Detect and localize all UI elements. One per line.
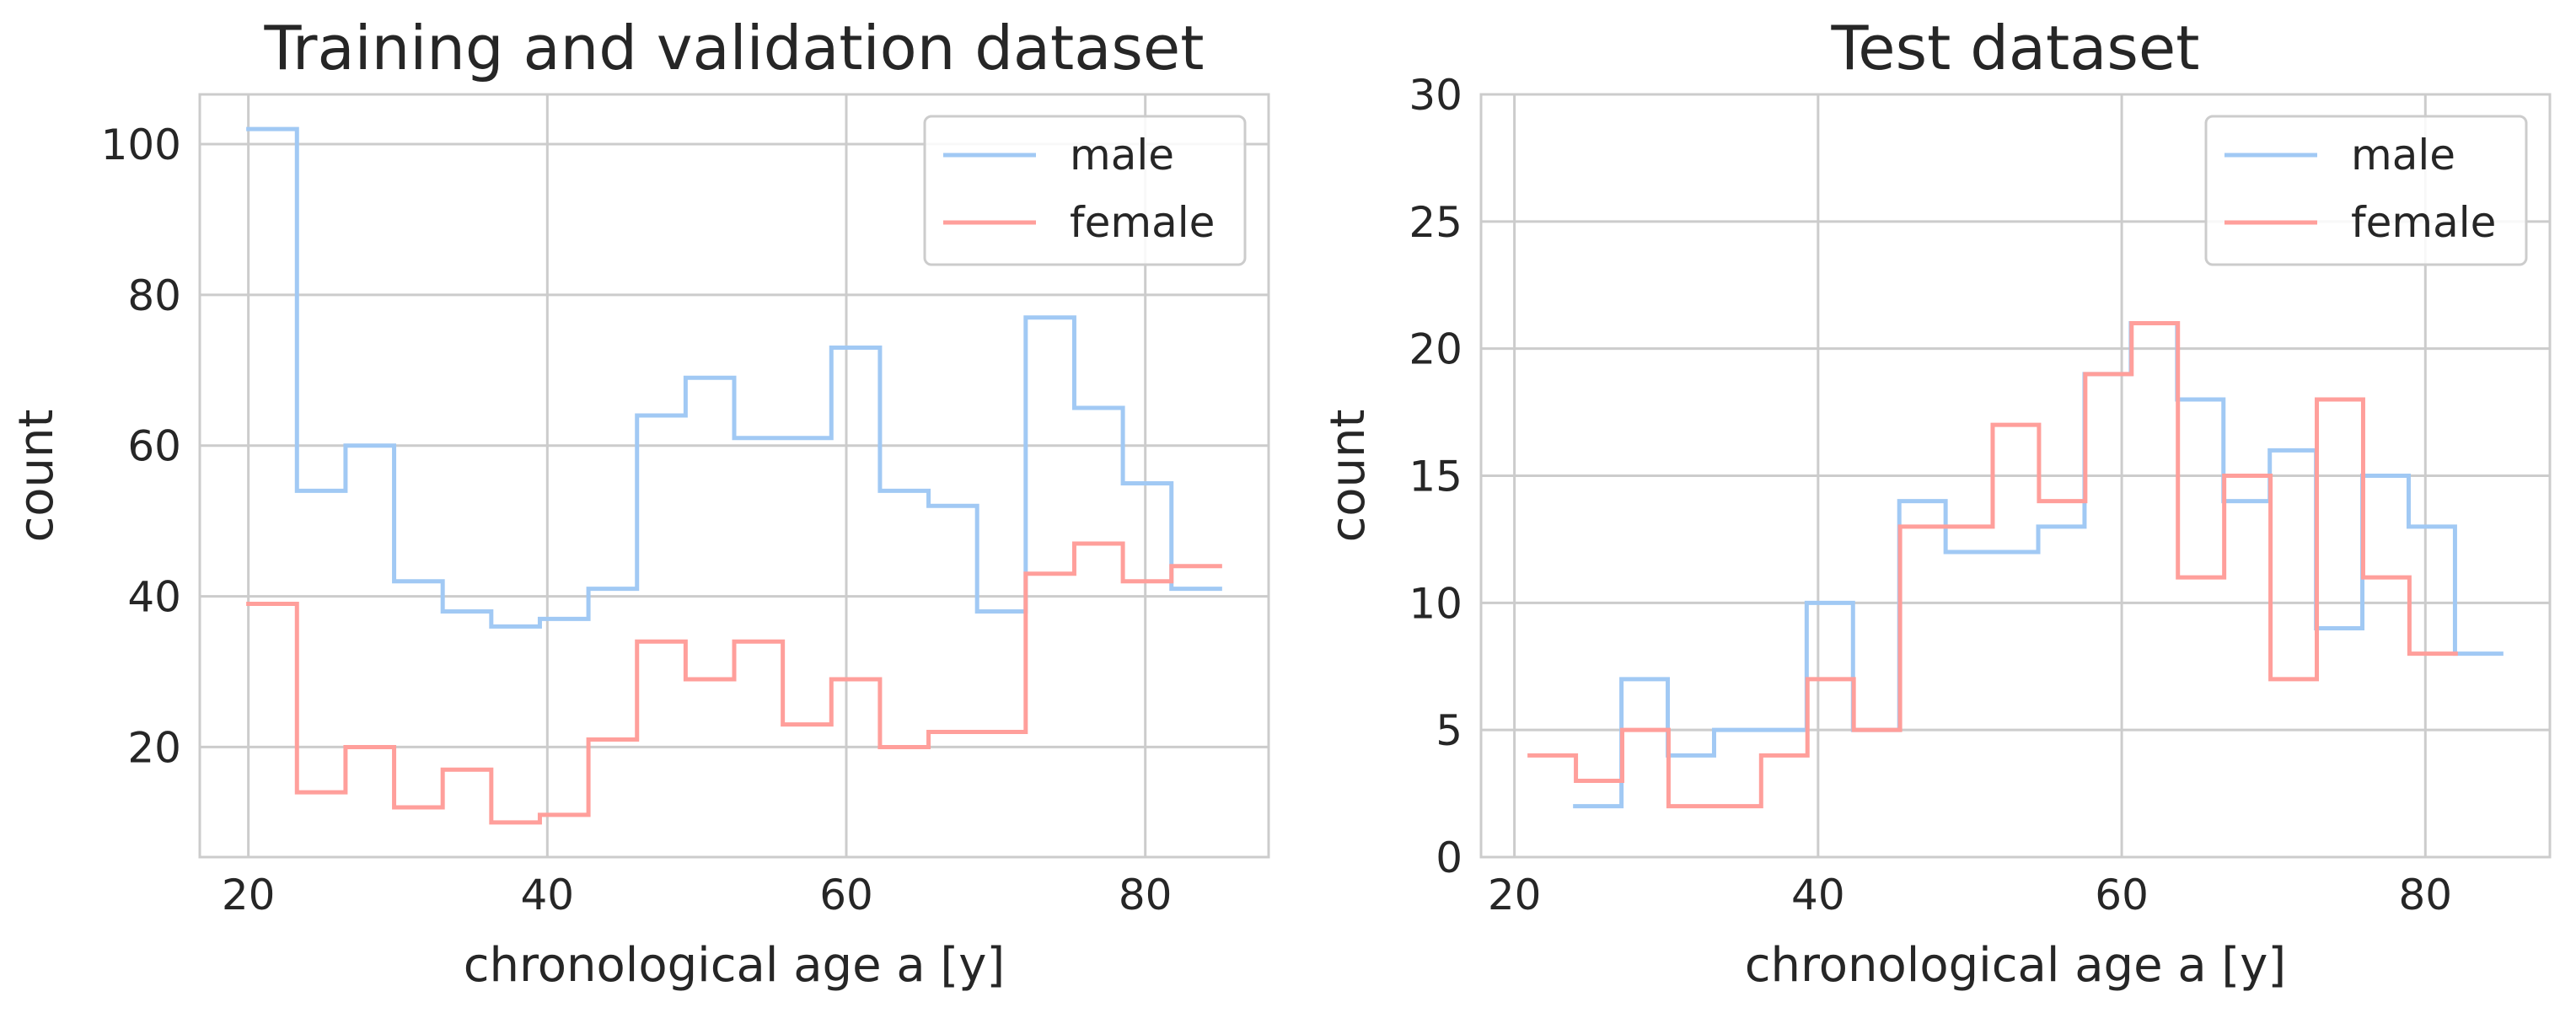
series-line-female [1527,321,2458,809]
series-line-male [246,126,1222,629]
y-tick-label-3: 15 [1409,453,1462,501]
chart-training-validation: 20 40 60 80 20 40 60 80 100 Training and validati… [9,13,1270,993]
y-tick-label-1: 5 [1436,706,1462,755]
legend: male female [923,115,1247,266]
chart-title: Test dataset [1831,13,2200,83]
x-tick-label-0: 20 [1488,871,1542,919]
y-tick-label-2: 10 [1409,579,1462,628]
x-axis-label: chronological age a [y] [464,938,1006,993]
series-line-female [246,541,1222,825]
legend-label-male: male [1070,131,1174,180]
x-tick-label-3: 80 [1119,871,1173,919]
chart-title: Training and validation dataset [264,13,1205,83]
legend-label-male: male [2351,131,2455,180]
y-tick-label-3: 80 [127,271,181,320]
x-tick-label-3: 80 [2398,871,2452,919]
chart-test: 20 40 60 80 0 5 10 15 20 25 30 Test dataset chronolo… [1321,13,2552,993]
plot-frame [1479,93,2552,859]
legend-label-female: female [2351,198,2496,247]
legend-label-female: female [1070,198,1215,247]
y-tick-label-6: 30 [1409,71,1462,120]
y-axis-label: count [1321,410,1376,543]
x-tick-label-1: 40 [521,871,575,919]
y-tick-label-4: 20 [1409,325,1462,374]
plot-frame [198,93,1270,859]
legend: male female [2204,115,2528,266]
y-tick-label-5: 25 [1409,198,1462,247]
x-tick-label-2: 60 [2095,871,2149,919]
y-axis-label: count [9,410,64,543]
x-tick-label-0: 20 [222,871,276,919]
y-tick-label-0: 0 [1436,833,1462,882]
x-tick-label-2: 60 [819,871,873,919]
y-tick-label-0: 20 [127,723,181,772]
series-line-male [1573,321,2504,809]
y-tick-label-4: 100 [101,121,181,169]
x-tick-label-1: 40 [1791,871,1845,919]
y-tick-label-2: 60 [127,422,181,471]
x-axis-label: chronological age a [y] [1745,938,2287,993]
y-tick-label-1: 40 [127,573,181,622]
